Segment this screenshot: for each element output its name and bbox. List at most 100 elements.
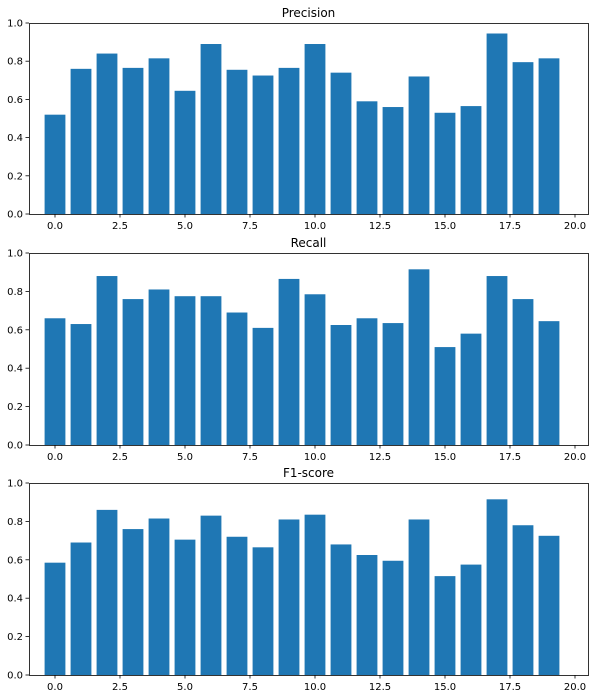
- y-tick-label: 0.6: [7, 555, 23, 566]
- bar: [122, 529, 144, 675]
- bar: [70, 68, 92, 214]
- x-tick-label: 15.0: [434, 682, 456, 693]
- bar: [148, 289, 170, 445]
- bar: [252, 75, 274, 214]
- x-tick-label: 20.0: [564, 682, 586, 693]
- bar: [96, 53, 118, 215]
- x-tick-label: 2.5: [112, 682, 128, 693]
- x-tick-label: 7.5: [242, 452, 258, 463]
- bar: [382, 560, 404, 675]
- bar: [200, 515, 222, 675]
- bar: [226, 312, 248, 445]
- bar: [486, 33, 508, 214]
- bar: [278, 278, 300, 445]
- chart-title: Precision: [282, 6, 336, 20]
- bar: [538, 58, 560, 215]
- bar: [356, 318, 378, 445]
- y-tick-label: 0.2: [7, 402, 23, 413]
- bar: [512, 525, 534, 675]
- bar: [408, 519, 430, 675]
- bar: [44, 318, 66, 445]
- y-tick-label: 0.2: [7, 632, 23, 643]
- bar: [174, 539, 196, 675]
- bar: [304, 44, 326, 215]
- x-tick-label: 20.0: [564, 221, 586, 232]
- x-tick-label: 17.5: [499, 452, 521, 463]
- bar: [304, 294, 326, 445]
- bar: [460, 333, 482, 445]
- x-tick-label: 10.0: [304, 682, 326, 693]
- y-tick-label: 0.4: [7, 133, 23, 144]
- bar: [486, 499, 508, 675]
- y-tick-label: 1.0: [7, 479, 23, 490]
- axes-frame: [29, 23, 589, 215]
- x-tick-label: 12.5: [369, 221, 391, 232]
- bar: [252, 547, 274, 675]
- x-tick-label: 17.5: [499, 682, 521, 693]
- y-tick-label: 0.6: [7, 325, 23, 336]
- bar: [148, 58, 170, 215]
- bar: [330, 544, 352, 675]
- x-tick-label: 15.0: [434, 452, 456, 463]
- x-tick-label: 0.0: [47, 452, 63, 463]
- x-tick-label: 20.0: [564, 452, 586, 463]
- bar: [382, 323, 404, 445]
- bar: [408, 76, 430, 214]
- axes-frame: [29, 253, 589, 446]
- bar: [460, 564, 482, 675]
- axes-frame: [29, 483, 589, 676]
- bar: [122, 67, 144, 214]
- x-tick-label: 15.0: [434, 221, 456, 232]
- bar: [434, 112, 456, 214]
- y-tick-label: 1.0: [7, 19, 23, 30]
- bar: [356, 555, 378, 675]
- bar: [356, 101, 378, 214]
- bar: [278, 67, 300, 214]
- bar: [122, 299, 144, 445]
- bar: [304, 514, 326, 675]
- x-tick-label: 12.5: [369, 452, 391, 463]
- bar: [278, 519, 300, 675]
- y-tick-label: 0.0: [7, 210, 23, 221]
- bar: [486, 276, 508, 445]
- chart-title: Recall: [291, 236, 327, 250]
- x-tick-label: 0.0: [47, 682, 63, 693]
- chart-panel-2: 0.0 0.2 0.4 0.6 0.8 1.0 0.0 2.5 5.0 7.5 10.0 12.5 15…: [7, 466, 589, 693]
- bar: [174, 296, 196, 445]
- chart-panel-0: 0.0 0.2 0.4 0.6 0.8 1.0 0.0 2.5 5.0 7.5 10.0 12.5 15…: [7, 6, 589, 232]
- y-tick-label: 0.4: [7, 594, 23, 605]
- y-tick-label: 0.2: [7, 171, 23, 182]
- bar: [382, 107, 404, 214]
- x-tick-label: 12.5: [369, 682, 391, 693]
- bar: [70, 324, 92, 445]
- y-tick-label: 0.6: [7, 95, 23, 106]
- bar: [330, 325, 352, 445]
- bar: [226, 69, 248, 214]
- y-tick-label: 0.4: [7, 364, 23, 375]
- bar: [512, 299, 534, 445]
- bar: [200, 44, 222, 215]
- x-tick-label: 7.5: [242, 221, 258, 232]
- bar: [70, 542, 92, 675]
- bar: [434, 576, 456, 675]
- y-tick-label: 0.0: [7, 671, 23, 682]
- bar: [200, 296, 222, 445]
- y-tick-label: 0.8: [7, 517, 23, 528]
- bar: [408, 269, 430, 445]
- bar: [538, 535, 560, 675]
- x-tick-label: 5.0: [177, 221, 193, 232]
- x-tick-label: 5.0: [177, 682, 193, 693]
- bar: [512, 62, 534, 214]
- y-tick-label: 0.8: [7, 287, 23, 298]
- y-tick-label: 1.0: [7, 249, 23, 260]
- chart-panel-1: 0.0 0.2 0.4 0.6 0.8 1.0 0.0 2.5 5.0 7.5 10.0 12.5 15…: [7, 236, 589, 463]
- x-tick-label: 10.0: [304, 452, 326, 463]
- bar: [460, 106, 482, 214]
- bar: [252, 327, 274, 445]
- bar: [96, 276, 118, 445]
- bar: [226, 536, 248, 675]
- x-tick-label: 0.0: [47, 221, 63, 232]
- x-tick-label: 2.5: [112, 221, 128, 232]
- bar: [330, 72, 352, 214]
- x-tick-label: 7.5: [242, 682, 258, 693]
